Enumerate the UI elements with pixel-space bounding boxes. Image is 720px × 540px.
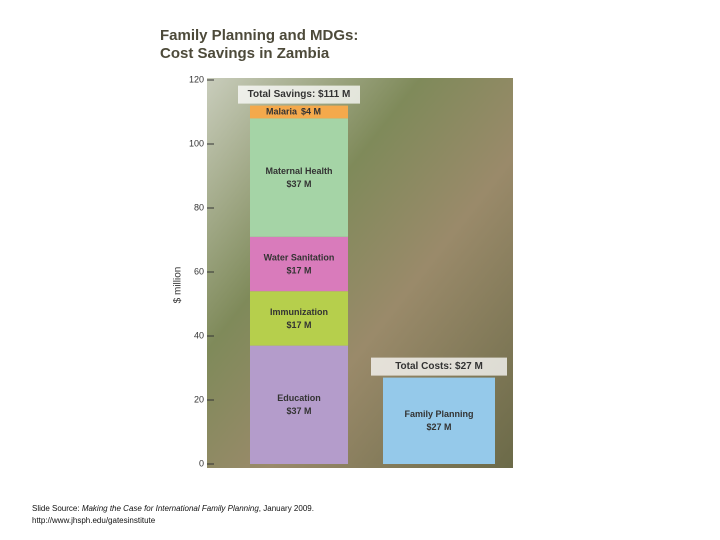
source-note: Slide Source: Making the Case for Intern… [32, 503, 314, 527]
chart-title: Family Planning and MDGs: [160, 27, 358, 44]
segment-name: Family Planning [404, 409, 473, 419]
source-prefix: Slide Source: [32, 504, 82, 513]
bar-segment [250, 105, 348, 119]
y-tick-label: 60 [194, 266, 204, 276]
total-label: Total Savings: $111 M [248, 89, 351, 100]
source-title: Making the Case for International Family… [81, 504, 259, 513]
total-label: Total Costs: $27 M [395, 361, 483, 372]
bar-segment [250, 345, 348, 464]
segment-value: $37 M [286, 406, 311, 416]
y-tick-label: 80 [194, 202, 204, 212]
y-tick-label: 0 [199, 458, 204, 468]
bar-segment [250, 291, 348, 346]
y-tick-label: 40 [194, 330, 204, 340]
chart: Family Planning and MDGs: Cost Savings i… [160, 27, 513, 468]
segment-name: Immunization [270, 307, 328, 317]
segment-name: Education [277, 393, 321, 403]
segment-value: $4 M [301, 106, 321, 116]
segment-value: $27 M [426, 422, 451, 432]
source-url: http://www.jhsph.edu/gatesinstitute [32, 516, 156, 525]
source-suffix: , January 2009. [258, 504, 314, 513]
segment-value: $17 M [286, 265, 311, 275]
segment-value: $37 M [286, 179, 311, 189]
y-tick-label: 20 [194, 394, 204, 404]
bar-segment [383, 377, 495, 464]
total-label-box [238, 85, 360, 104]
segment-value: $17 M [286, 320, 311, 330]
chart-title: Cost Savings in Zambia [160, 45, 330, 62]
y-tick-label: 100 [189, 138, 204, 148]
y-axis-label: $ million [173, 267, 184, 304]
bar-segment [250, 118, 348, 237]
segment-name: Malaria [266, 106, 298, 116]
segment-name: Water Sanitation [264, 252, 335, 262]
y-tick-label: 120 [189, 74, 204, 84]
segment-name: Maternal Health [265, 166, 332, 176]
bar-segment [250, 236, 348, 292]
total-label-box [371, 357, 507, 376]
